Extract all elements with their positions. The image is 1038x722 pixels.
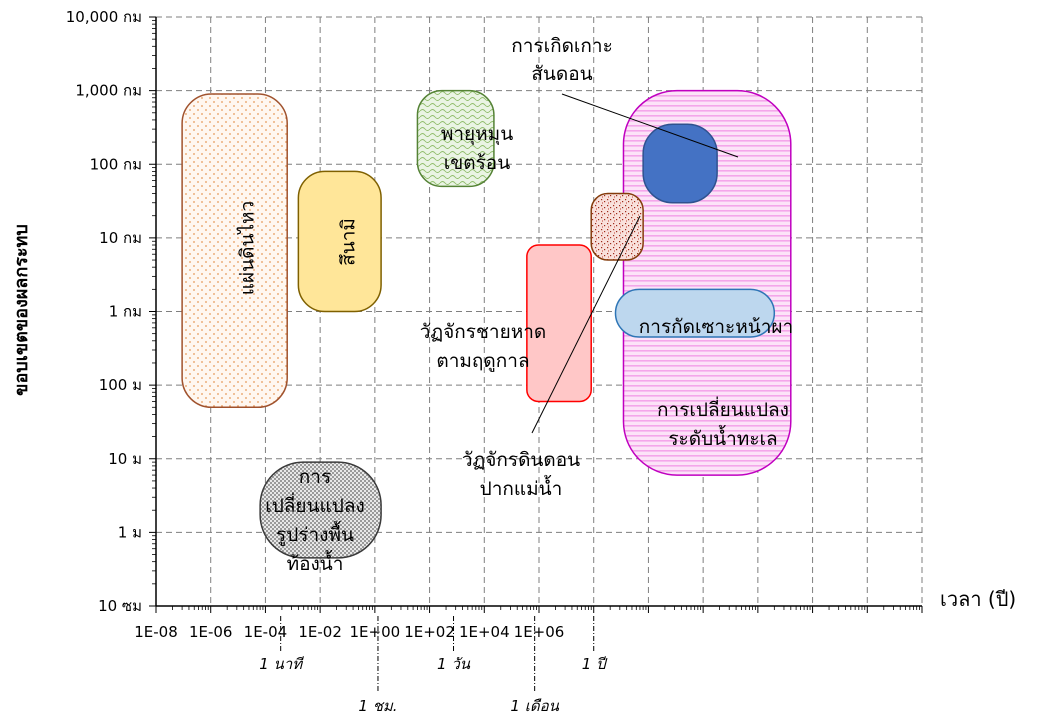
y-tick-label: 10 กม bbox=[99, 229, 142, 247]
time-marker-label: 1 เดือน bbox=[510, 697, 559, 715]
x-tick-label: 1E-08 bbox=[134, 623, 178, 641]
y-tick-labels: 10 ซม 1 ม 10 ม 100 ม 1 กม 10 กม 100 กม 1,000 กม… bbox=[66, 8, 142, 615]
x-tick-labels: 1E-08 1E-06 1E-04 1E-02 1E+00 1E+02 1E+04 1E+06 bbox=[134, 623, 564, 641]
label-cliff: การกัดเซาะหน้าผา bbox=[639, 316, 793, 338]
region-3 bbox=[416, 89, 495, 188]
region-9 bbox=[614, 288, 776, 338]
y-tick-label: 10,000 กม bbox=[66, 8, 142, 26]
axes bbox=[149, 16, 923, 613]
region-7 bbox=[642, 123, 718, 204]
time-marker-label: 1 นาที bbox=[259, 655, 304, 673]
label-bed-1: การ bbox=[299, 466, 331, 488]
x-tick-label: 1E-04 bbox=[244, 623, 288, 641]
y-tick-label: 10 ซม bbox=[98, 597, 142, 615]
y-axis-title: ขอบเขตของผลกระทบ bbox=[11, 224, 32, 396]
label-bed-3: รูปร่างพื้น bbox=[276, 521, 354, 546]
label-bed-4: ท้องน้ำ bbox=[287, 550, 344, 575]
region-6 bbox=[590, 192, 644, 261]
leader-bar bbox=[561, 93, 739, 158]
x-tick-label: 1E+00 bbox=[350, 623, 401, 641]
time-marker-label: 1 วัน bbox=[437, 655, 471, 673]
label-quake: แผ่นดินไหว bbox=[237, 201, 259, 295]
region-2 bbox=[297, 170, 382, 313]
x-tick-label: 1E-02 bbox=[298, 623, 342, 641]
x-tick-label: 1E+04 bbox=[459, 623, 510, 641]
y-tick-label: 10 ม bbox=[108, 450, 142, 468]
y-tick-label: 100 ม bbox=[99, 376, 142, 394]
y-tick-label: 1 ม bbox=[118, 523, 142, 541]
time-marker-label: 1 ชม. bbox=[358, 697, 397, 715]
time-markers: 1 นาที 1 ชม. 1 วัน 1 เดือน 1 ปี bbox=[259, 616, 608, 715]
leader-delta bbox=[531, 215, 641, 434]
time-marker-label: 1 ปี bbox=[582, 655, 608, 673]
label-delta-2: ปากแม่น้ำ bbox=[480, 475, 563, 500]
y-tick-label: 1,000 กม bbox=[75, 82, 142, 100]
leader-lines bbox=[531, 93, 739, 434]
label-sea-2: ระดับน้ำทะเล bbox=[668, 425, 777, 450]
y-tick-label: 1 กม bbox=[109, 303, 142, 321]
y-tick-label: 100 กม bbox=[90, 155, 142, 173]
x-tick-label: 1E-06 bbox=[189, 623, 233, 641]
label-cyclone-1: พายุหมุน bbox=[441, 123, 513, 146]
x-axis-title: เวลา (ปี) bbox=[940, 587, 1016, 611]
label-sea-1: การเปลี่ยนแปลง bbox=[657, 396, 789, 421]
label-delta-1: วัฏจักรดินดอน bbox=[462, 449, 580, 471]
phenomena-regions bbox=[181, 89, 792, 559]
label-cyclone-2: เขตร้อน bbox=[444, 152, 510, 174]
x-tick-label: 1E+06 bbox=[514, 623, 565, 641]
label-tsunami: สึนามิ bbox=[338, 218, 360, 266]
label-beach-2: ตามฤดูกาล bbox=[436, 350, 529, 372]
label-beach-1: วัฏจักรชายหาด bbox=[420, 321, 547, 343]
region-5 bbox=[259, 461, 382, 559]
label-bed-2: เปลี่ยนแปลง bbox=[265, 492, 365, 517]
label-bar-2: สันดอน bbox=[531, 63, 592, 85]
x-tick-label: 1E+02 bbox=[404, 623, 455, 641]
region-4 bbox=[526, 244, 592, 403]
label-bar-1: การเกิดเกาะ bbox=[511, 35, 613, 57]
region-1 bbox=[181, 93, 288, 409]
